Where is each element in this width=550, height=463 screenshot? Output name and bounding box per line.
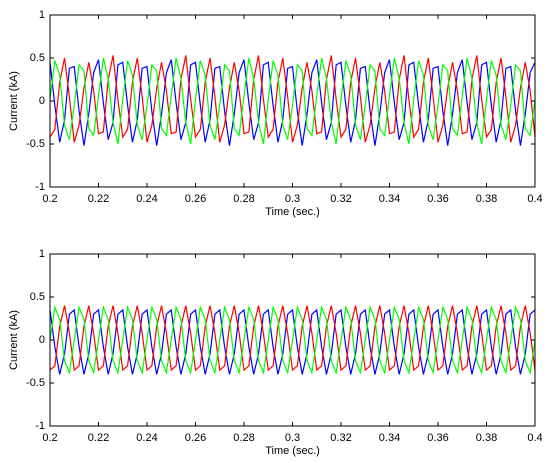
x-tick-label: 0.34: [379, 432, 400, 444]
y-tick-label: -0.5: [26, 138, 45, 150]
x-tick-label: 0.26: [185, 432, 206, 444]
y-tick-label: 1: [39, 9, 45, 21]
current-trace: [49, 59, 536, 146]
axes-frame: [49, 253, 536, 427]
current-trace: [49, 305, 536, 375]
x-tick-label: 0.22: [88, 193, 109, 205]
axes-frame: [49, 14, 536, 188]
x-tick-label: 0.28: [233, 193, 254, 205]
y-tick-label: -0.5: [26, 377, 45, 389]
x-tick-label: 0.28: [233, 432, 254, 444]
y-tick-label: 0.5: [30, 52, 45, 64]
x-tick-label: 0.4: [527, 432, 542, 444]
x-axis-label: Time (sec.): [265, 445, 320, 457]
x-tick-label: 0.36: [427, 193, 448, 205]
x-tick-label: 0.34: [379, 193, 400, 205]
x-axis-label: Time (sec.): [265, 206, 320, 218]
x-tick-label: 0.26: [185, 193, 206, 205]
x-tick-label: 0.24: [136, 432, 157, 444]
x-tick-label: 0.22: [88, 432, 109, 444]
x-tick-label: 0.3: [285, 193, 300, 205]
current-trace: [49, 308, 536, 375]
x-tick-label: 0.4: [527, 193, 542, 205]
current-trace: [49, 57, 536, 145]
y-tick-label: 0.5: [30, 291, 45, 303]
y-tick-label: 0: [39, 334, 45, 346]
y-tick-label: 0: [39, 95, 45, 107]
x-tick-label: 0.32: [330, 193, 351, 205]
x-tick-label: 0.38: [476, 193, 497, 205]
x-tick-label: 0.24: [136, 193, 157, 205]
x-tick-label: 0.32: [330, 432, 351, 444]
x-tick-label: 0.2: [42, 432, 57, 444]
x-tick-label: 0.2: [42, 193, 57, 205]
current-trace: [49, 55, 536, 143]
y-axis-label: Current (kA): [8, 310, 20, 370]
x-tick-label: 0.3: [285, 432, 300, 444]
y-tick-label: -1: [35, 420, 45, 432]
y-tick-label: 1: [39, 248, 45, 260]
y-tick-label: -1: [35, 181, 45, 193]
current-trace: [49, 305, 536, 372]
x-tick-label: 0.36: [427, 432, 448, 444]
x-tick-label: 0.38: [476, 432, 497, 444]
y-axis-label: Current (kA): [8, 71, 20, 131]
